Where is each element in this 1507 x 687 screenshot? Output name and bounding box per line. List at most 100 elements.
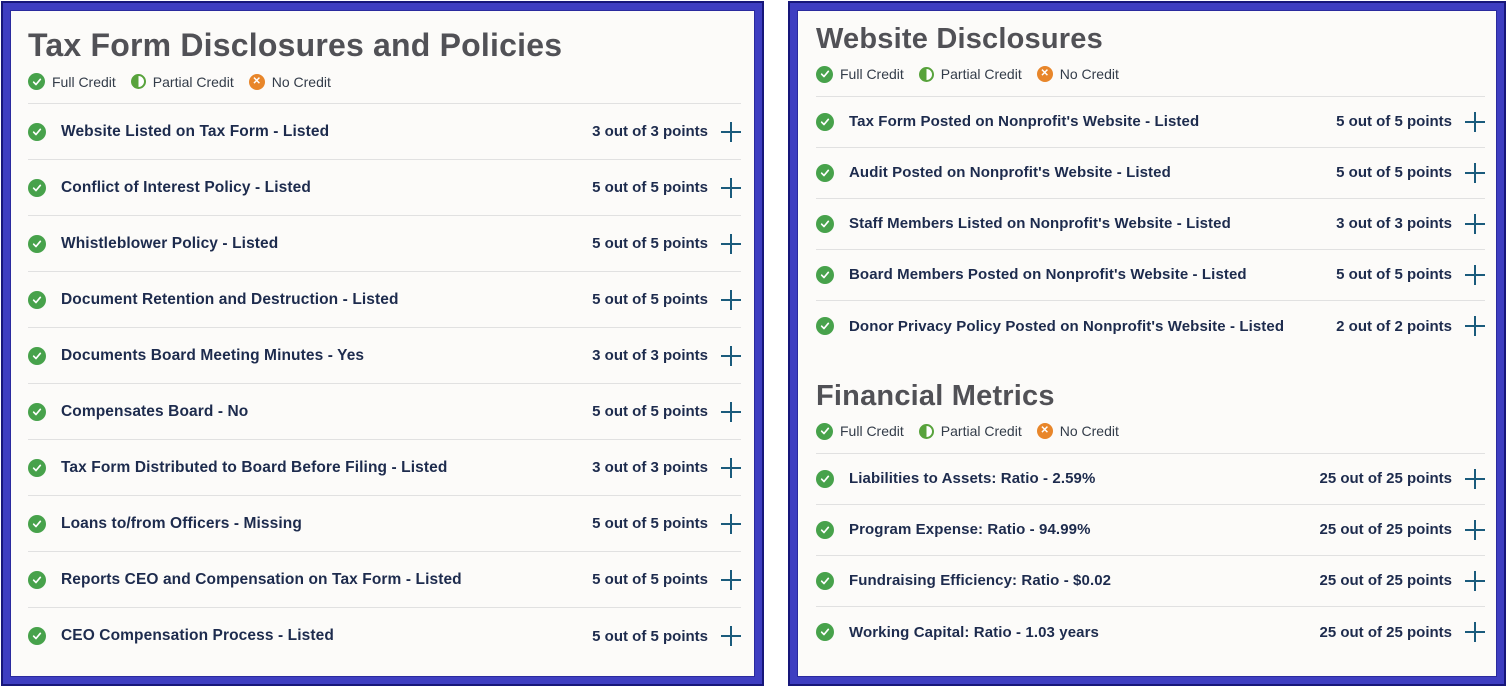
full-credit-check-icon	[28, 346, 46, 365]
row-label: Donor Privacy Policy Posted on Nonprofit…	[849, 317, 1285, 335]
score-row[interactable]: Whistleblower Policy - Listed 5 out of 5…	[28, 216, 741, 273]
row-label: Working Capital: Ratio - 1.03 years	[849, 623, 1099, 641]
score-row[interactable]: Loans to/from Officers - Missing 5 out o…	[28, 496, 741, 553]
full-credit-check-icon	[816, 571, 834, 590]
expand-plus-icon[interactable]	[1465, 519, 1485, 540]
partial-credit-label: Partial Credit	[152, 73, 234, 90]
score-row[interactable]: Liabilities to Assets: Ratio - 2.59% 25 …	[816, 454, 1485, 505]
no-credit-x-icon: ✕	[1036, 423, 1053, 440]
row-label: Conflict of Interest Policy - Listed	[61, 178, 311, 196]
expand-plus-icon[interactable]	[721, 233, 741, 254]
partial-credit-label: Partial Credit	[940, 66, 1022, 83]
score-row[interactable]: Reports CEO and Compensation on Tax Form…	[28, 552, 741, 609]
row-label: Loans to/from Officers - Missing	[61, 514, 302, 532]
full-credit-check-icon	[28, 627, 46, 646]
row-label: Documents Board Meeting Minutes - Yes	[61, 346, 365, 364]
score-row-list: Liabilities to Assets: Ratio - 2.59% 25 …	[816, 452, 1485, 658]
row-label: Whistleblower Policy - Listed	[61, 234, 279, 252]
partial-credit-label: Partial Credit	[940, 423, 1022, 440]
expand-plus-icon[interactable]	[1465, 570, 1485, 591]
row-label: Audit Posted on Nonprofit's Website - Li…	[849, 164, 1171, 182]
expand-plus-icon[interactable]	[1465, 468, 1485, 489]
credit-legend: Full Credit Partial Credit ✕ No Credit	[28, 73, 741, 91]
full-credit-check-icon	[816, 422, 833, 440]
row-points: 5 out of 5 points	[1336, 266, 1452, 284]
row-points: 5 out of 5 points	[592, 403, 708, 421]
score-row[interactable]: Tax Form Distributed to Board Before Fil…	[28, 440, 741, 497]
expand-plus-icon[interactable]	[1465, 622, 1485, 643]
row-points: 5 out of 5 points	[592, 291, 708, 309]
score-row[interactable]: Conflict of Interest Policy - Listed 5 o…	[28, 160, 741, 217]
full-credit-check-icon	[28, 234, 46, 253]
full-credit-check-icon	[28, 570, 46, 589]
row-label: CEO Compensation Process - Listed	[61, 627, 334, 645]
section-website-disclosures: Website Disclosures Full Credit Partial …	[816, 22, 1485, 352]
row-points: 2 out of 2 points	[1336, 317, 1452, 335]
full-credit-check-icon	[816, 317, 834, 336]
score-row[interactable]: Compensates Board - No 5 out of 5 points	[28, 384, 741, 441]
full-credit-check-icon	[28, 290, 46, 309]
no-credit-label: No Credit	[1059, 423, 1119, 440]
section-financial-metrics: Financial Metrics Full Credit Partial Cr…	[816, 379, 1485, 658]
full-credit-label: Full Credit	[840, 66, 904, 83]
full-credit-check-icon	[816, 520, 834, 539]
score-row[interactable]: Audit Posted on Nonprofit's Website - Li…	[816, 148, 1485, 199]
no-credit-x-icon: ✕	[248, 73, 265, 90]
expand-plus-icon[interactable]	[721, 513, 741, 534]
website-disclosures-and-financial-metrics-panel: Website Disclosures Full Credit Partial …	[790, 3, 1504, 684]
row-label: Board Members Posted on Nonprofit's Webs…	[849, 266, 1247, 284]
row-label: Liabilities to Assets: Ratio - 2.59%	[849, 470, 1096, 488]
no-credit-x-icon: ✕	[1036, 66, 1053, 83]
row-label: Fundraising Efficiency: Ratio - $0.02	[849, 572, 1112, 590]
expand-plus-icon[interactable]	[721, 289, 741, 310]
row-label: Tax Form Posted on Nonprofit's Website -…	[849, 113, 1200, 131]
score-row[interactable]: Program Expense: Ratio - 94.99% 25 out o…	[816, 505, 1485, 556]
score-row[interactable]: Board Members Posted on Nonprofit's Webs…	[816, 250, 1485, 301]
row-points: 25 out of 25 points	[1319, 572, 1452, 590]
row-label: Program Expense: Ratio - 94.99%	[849, 521, 1091, 539]
score-row[interactable]: Website Listed on Tax Form - Listed 3 ou…	[28, 104, 741, 161]
expand-plus-icon[interactable]	[721, 569, 741, 590]
expand-plus-icon[interactable]	[721, 345, 741, 366]
expand-plus-icon[interactable]	[721, 626, 741, 647]
row-points: 25 out of 25 points	[1319, 470, 1452, 488]
expand-plus-icon[interactable]	[721, 457, 741, 478]
expand-plus-icon[interactable]	[721, 401, 741, 422]
score-row-list: Tax Form Posted on Nonprofit's Website -…	[816, 95, 1485, 352]
full-credit-check-icon	[28, 122, 46, 141]
row-points: 5 out of 5 points	[1336, 164, 1452, 182]
tax-form-disclosures-panel: Tax Form Disclosures and Policies Full C…	[3, 3, 762, 684]
row-points: 25 out of 25 points	[1319, 521, 1452, 539]
partial-credit-half-circle-icon	[130, 74, 146, 90]
row-label: Staff Members Listed on Nonprofit's Webs…	[849, 215, 1231, 233]
row-points: 5 out of 5 points	[592, 515, 708, 533]
expand-plus-icon[interactable]	[721, 177, 741, 198]
expand-plus-icon[interactable]	[1465, 264, 1485, 285]
expand-plus-icon[interactable]	[1465, 213, 1485, 234]
score-row[interactable]: Staff Members Listed on Nonprofit's Webs…	[816, 199, 1485, 250]
full-credit-check-icon	[28, 514, 46, 533]
row-points: 5 out of 5 points	[592, 627, 708, 645]
full-credit-check-icon	[28, 402, 46, 421]
expand-plus-icon[interactable]	[1465, 111, 1485, 132]
row-label: Compensates Board - No	[61, 402, 249, 420]
full-credit-label: Full Credit	[52, 73, 116, 90]
row-label: Website Listed on Tax Form - Listed	[61, 122, 330, 140]
expand-plus-icon[interactable]	[1465, 162, 1485, 183]
score-row[interactable]: CEO Compensation Process - Listed 5 out …	[28, 608, 741, 664]
score-row[interactable]: Documents Board Meeting Minutes - Yes 3 …	[28, 328, 741, 385]
full-credit-check-icon	[816, 65, 833, 83]
section-tax-form-disclosures: Tax Form Disclosures and Policies Full C…	[28, 26, 741, 664]
row-points: 3 out of 3 points	[1336, 215, 1452, 233]
score-row[interactable]: Document Retention and Destruction - Lis…	[28, 272, 741, 329]
expand-plus-icon[interactable]	[721, 121, 741, 142]
score-row[interactable]: Tax Form Posted on Nonprofit's Website -…	[816, 97, 1485, 148]
full-credit-check-icon	[816, 214, 834, 233]
score-row[interactable]: Fundraising Efficiency: Ratio - $0.02 25…	[816, 556, 1485, 607]
expand-plus-icon[interactable]	[1465, 316, 1485, 337]
score-row[interactable]: Working Capital: Ratio - 1.03 years 25 o…	[816, 607, 1485, 658]
score-row[interactable]: Donor Privacy Policy Posted on Nonprofit…	[816, 301, 1485, 352]
section-title-website-disclosures: Website Disclosures	[816, 23, 1103, 55]
row-label: Reports CEO and Compensation on Tax Form…	[61, 570, 462, 588]
full-credit-check-icon	[816, 163, 834, 182]
